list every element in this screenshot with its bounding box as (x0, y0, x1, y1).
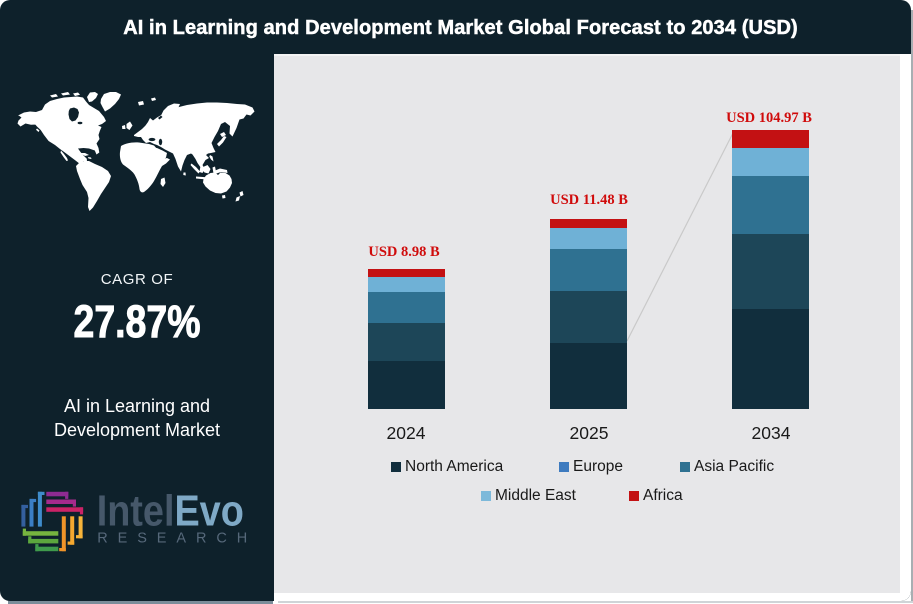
svg-text:RESEARCH: RESEARCH (97, 531, 257, 547)
svg-text:IntelEvo: IntelEvo (97, 488, 244, 535)
